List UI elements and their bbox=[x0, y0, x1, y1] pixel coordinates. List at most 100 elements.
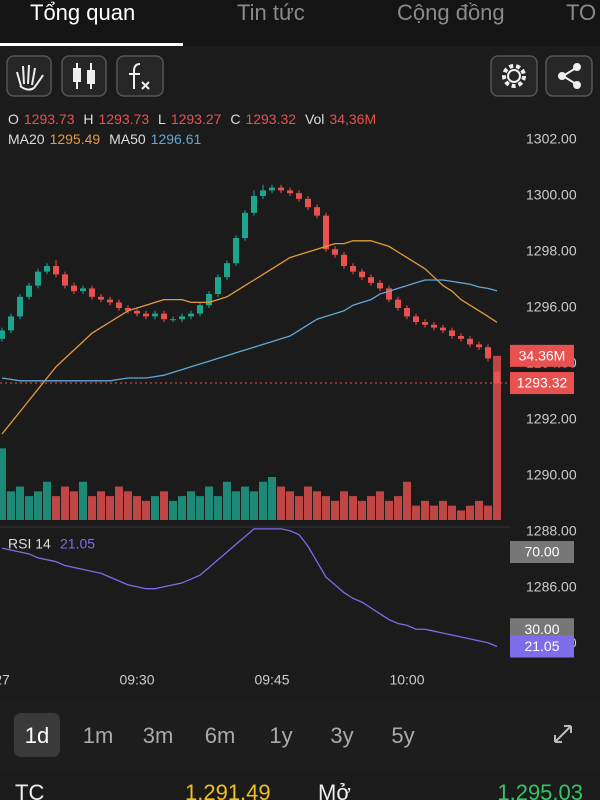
candle-body bbox=[278, 187, 284, 191]
volume-bar bbox=[376, 491, 384, 520]
volume-bar bbox=[304, 486, 312, 520]
candle-icon bbox=[73, 68, 81, 82]
period-bar bbox=[0, 700, 600, 772]
candle-body bbox=[215, 277, 221, 294]
period-button[interactable]: 3m bbox=[143, 723, 174, 748]
candle-body bbox=[386, 288, 392, 300]
volume-bar bbox=[268, 477, 276, 520]
plot: 1302.001300.001298.001296.001294.001292.… bbox=[0, 131, 577, 688]
candle-body bbox=[287, 190, 293, 194]
volume-bar bbox=[34, 491, 42, 520]
price-marker-box bbox=[510, 372, 574, 395]
volume-bar bbox=[214, 496, 222, 520]
info-label: O bbox=[8, 111, 19, 127]
info-value: 34,36M bbox=[329, 111, 377, 127]
candle-body bbox=[341, 254, 347, 266]
volume-bar bbox=[331, 500, 339, 520]
candle-body bbox=[134, 310, 140, 314]
volume-bar bbox=[457, 510, 465, 520]
volume-bar bbox=[259, 481, 267, 520]
tab[interactable]: Tin tức bbox=[237, 0, 305, 25]
info-value: 1293.32 bbox=[245, 111, 297, 127]
period-button[interactable]: 1m bbox=[83, 723, 114, 748]
period-button[interactable]: 1d bbox=[25, 723, 49, 748]
period-button[interactable]: 1y bbox=[269, 723, 292, 748]
volume-bar bbox=[79, 481, 87, 520]
settings-button[interactable] bbox=[490, 55, 538, 97]
volume-bar bbox=[25, 496, 33, 520]
hand-icon bbox=[16, 64, 44, 91]
info-value: 1293.73 bbox=[23, 111, 75, 127]
fx-icon bbox=[129, 63, 150, 90]
tab[interactable]: Cộng đồng bbox=[397, 0, 505, 25]
candle-body bbox=[71, 285, 77, 292]
tab[interactable]: Tổng quan bbox=[30, 0, 135, 25]
candle-body bbox=[359, 271, 365, 278]
volume-bar bbox=[385, 500, 393, 520]
rsi-level: 70.00 bbox=[524, 544, 559, 560]
candle-body bbox=[26, 285, 32, 297]
rsi-line bbox=[1, 528, 498, 648]
volume-bar bbox=[160, 491, 168, 520]
candle-body bbox=[449, 330, 455, 336]
toolbar-icons bbox=[16, 63, 581, 91]
ma-info: MA20 1295.49 MA50 1296.61 bbox=[8, 131, 206, 147]
candle-body bbox=[206, 294, 212, 306]
period-button[interactable]: 5y bbox=[391, 723, 414, 748]
rsi-value: 21.05 bbox=[60, 536, 95, 552]
info-label: MA20 bbox=[8, 131, 45, 147]
volume-bar bbox=[394, 496, 402, 520]
candle-body bbox=[467, 338, 473, 345]
volume-bar bbox=[358, 500, 366, 520]
period-selected bbox=[14, 713, 60, 757]
candle-body bbox=[62, 274, 68, 286]
candle-button[interactable] bbox=[61, 55, 107, 97]
volume-bar bbox=[142, 500, 150, 520]
volume-bar bbox=[340, 491, 348, 520]
gear-icon bbox=[507, 69, 521, 83]
y-tick-label: 1286.00 bbox=[526, 579, 577, 595]
gear-icon bbox=[502, 64, 526, 88]
candle-body bbox=[188, 313, 194, 317]
candle-body bbox=[251, 196, 257, 213]
expand-icon[interactable] bbox=[554, 725, 572, 743]
period-button[interactable]: 6m bbox=[205, 723, 236, 748]
tab[interactable]: TO bbox=[566, 0, 596, 25]
volume-bar bbox=[250, 491, 258, 520]
candle-body bbox=[377, 282, 383, 289]
candle-body bbox=[305, 198, 311, 208]
price-marker: 1293.32 bbox=[517, 375, 568, 391]
y-tick-label: 1302.00 bbox=[526, 131, 577, 147]
period-button[interactable]: 3y bbox=[330, 723, 353, 748]
tab-indicator bbox=[0, 43, 183, 46]
candle-body bbox=[143, 313, 149, 317]
volume-bar bbox=[0, 448, 6, 520]
volume-bar bbox=[52, 496, 60, 520]
volume-bar bbox=[430, 505, 438, 520]
volume-bar bbox=[106, 496, 114, 520]
volume-bar bbox=[466, 505, 474, 520]
ma-line bbox=[1, 240, 498, 435]
volume-bar bbox=[88, 496, 96, 520]
volume-bar bbox=[448, 505, 456, 520]
volume-bar bbox=[475, 500, 483, 520]
periods: 1d 1m 3m 6m 1y 3y 5y bbox=[14, 713, 415, 757]
stat-label: Mở bbox=[318, 780, 351, 800]
candle-body bbox=[476, 344, 482, 348]
candle-body bbox=[323, 215, 329, 250]
share-icon bbox=[573, 81, 581, 89]
volume-bar bbox=[412, 505, 420, 520]
candle-body bbox=[224, 263, 230, 278]
volume-bar bbox=[286, 491, 294, 520]
volume-bar bbox=[322, 496, 330, 520]
candle-body bbox=[485, 347, 491, 359]
candle-body bbox=[422, 322, 428, 325]
share-button[interactable] bbox=[545, 55, 593, 97]
y-tick-label: 1292.00 bbox=[526, 411, 577, 427]
volume-bar bbox=[151, 496, 159, 520]
candle-body bbox=[269, 187, 275, 191]
candle-body bbox=[296, 193, 302, 199]
volume-bar bbox=[349, 496, 357, 520]
rsi-level-box bbox=[510, 541, 574, 564]
indicator-button[interactable] bbox=[116, 55, 164, 97]
